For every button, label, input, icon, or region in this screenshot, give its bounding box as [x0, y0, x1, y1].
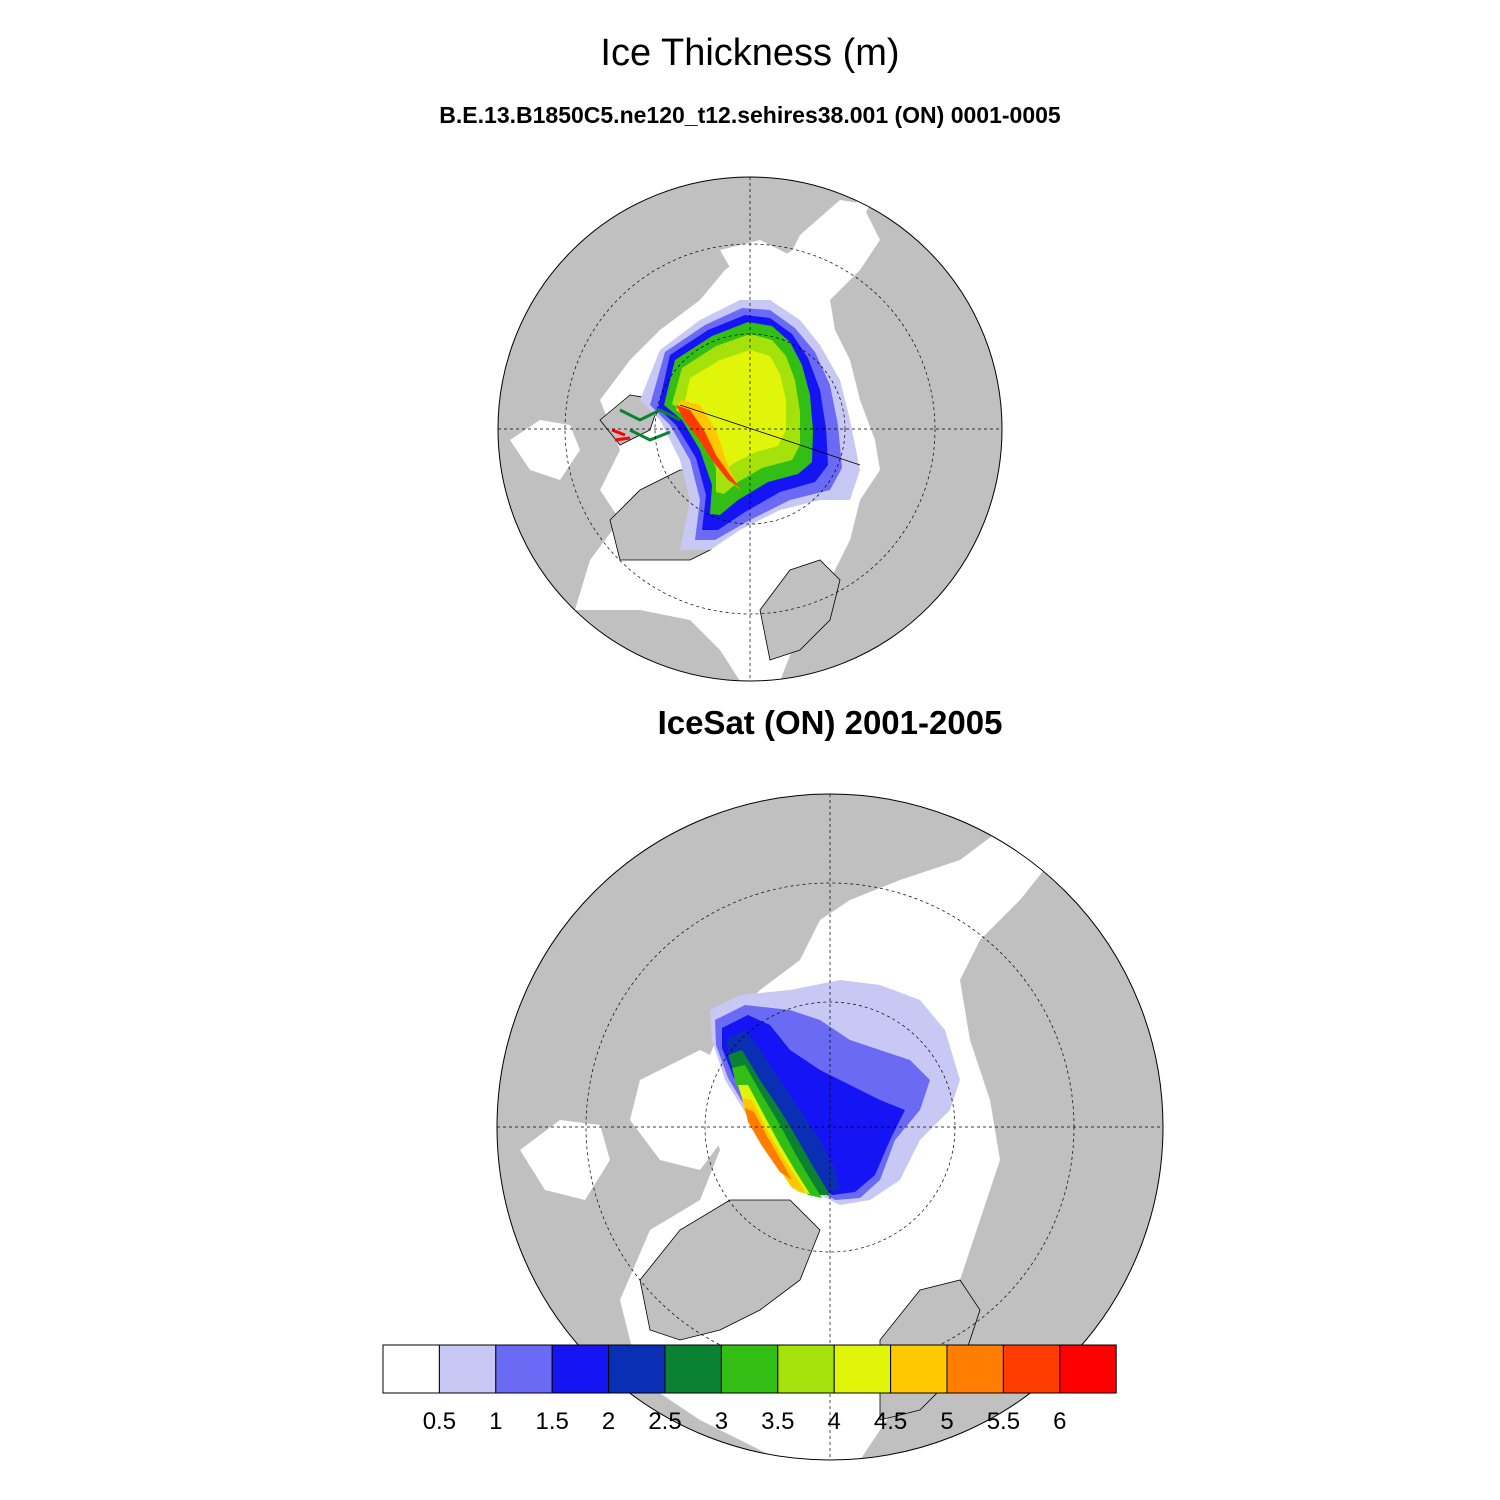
- colorbar-swatch: [382, 1344, 440, 1394]
- ice-dark-blue: [726, 1030, 840, 1192]
- colorbar-swatch: [438, 1344, 497, 1394]
- panel-1-title: B.E.13.B1850C5.ne120_t12.sehires38.001 (…: [439, 102, 1061, 128]
- colorbar-tick-label: 1: [489, 1408, 502, 1435]
- colorbar-swatch: [664, 1344, 722, 1394]
- polar-map-icesat: [496, 793, 1164, 1461]
- colorbar-swatch: [551, 1344, 610, 1394]
- colorbar-swatch: [777, 1344, 835, 1394]
- colorbar-swatch: [720, 1344, 779, 1394]
- colorbar-tick-label: 3: [715, 1408, 728, 1435]
- ice-red: [676, 405, 740, 488]
- colorbar-tick-label: 4.5: [874, 1408, 907, 1435]
- scandinavia-land: [759, 559, 841, 661]
- ice-channels-red: [611, 428, 631, 442]
- ice-channels: [619, 408, 681, 442]
- colorbar-tick-label: 4: [828, 1408, 841, 1435]
- colorbar-tick-label: 0.5: [423, 1408, 456, 1435]
- colorbar: 0.5 1 1.5 2 2.5 3 3.5 4 4.5 5 5.5 6: [382, 1344, 1117, 1435]
- ice-red: [745, 1108, 792, 1180]
- colorbar-swatch: [608, 1344, 666, 1394]
- canadian-islands-region: [630, 1050, 740, 1170]
- colorbar-swatch: [946, 1344, 1004, 1394]
- polar-map-model: [497, 176, 1003, 682]
- colorbar-swatch: [833, 1344, 892, 1394]
- colorbar-swatch: [890, 1344, 948, 1394]
- colorbar-swatch: [495, 1344, 553, 1394]
- colorbar-swatch: [1002, 1344, 1061, 1394]
- colorbar-tick-label: 1.5: [536, 1408, 569, 1435]
- colorbar-tick-label: 5: [940, 1408, 953, 1435]
- greenland-land: [639, 1199, 821, 1341]
- hudson-bay-region: [510, 420, 580, 480]
- ice-blue: [722, 1015, 905, 1195]
- ice-yellow: [684, 350, 786, 470]
- panel-2-title: IceSat (ON) 2001-2005: [657, 704, 1003, 741]
- figure-title: Ice Thickness (m): [600, 32, 900, 74]
- colorbar-swatch: [1059, 1344, 1117, 1394]
- hudson-bay-region: [520, 1120, 610, 1200]
- colorbar-tick-label: 3.5: [761, 1408, 794, 1435]
- bering-sea-region: [720, 200, 870, 285]
- colorbar-tick-label: 6: [1053, 1408, 1066, 1435]
- colorbar-tick-label: 2.5: [648, 1408, 681, 1435]
- colorbar-tick-label: 5.5: [987, 1408, 1020, 1435]
- colorbar-tick-label: 2: [602, 1408, 615, 1435]
